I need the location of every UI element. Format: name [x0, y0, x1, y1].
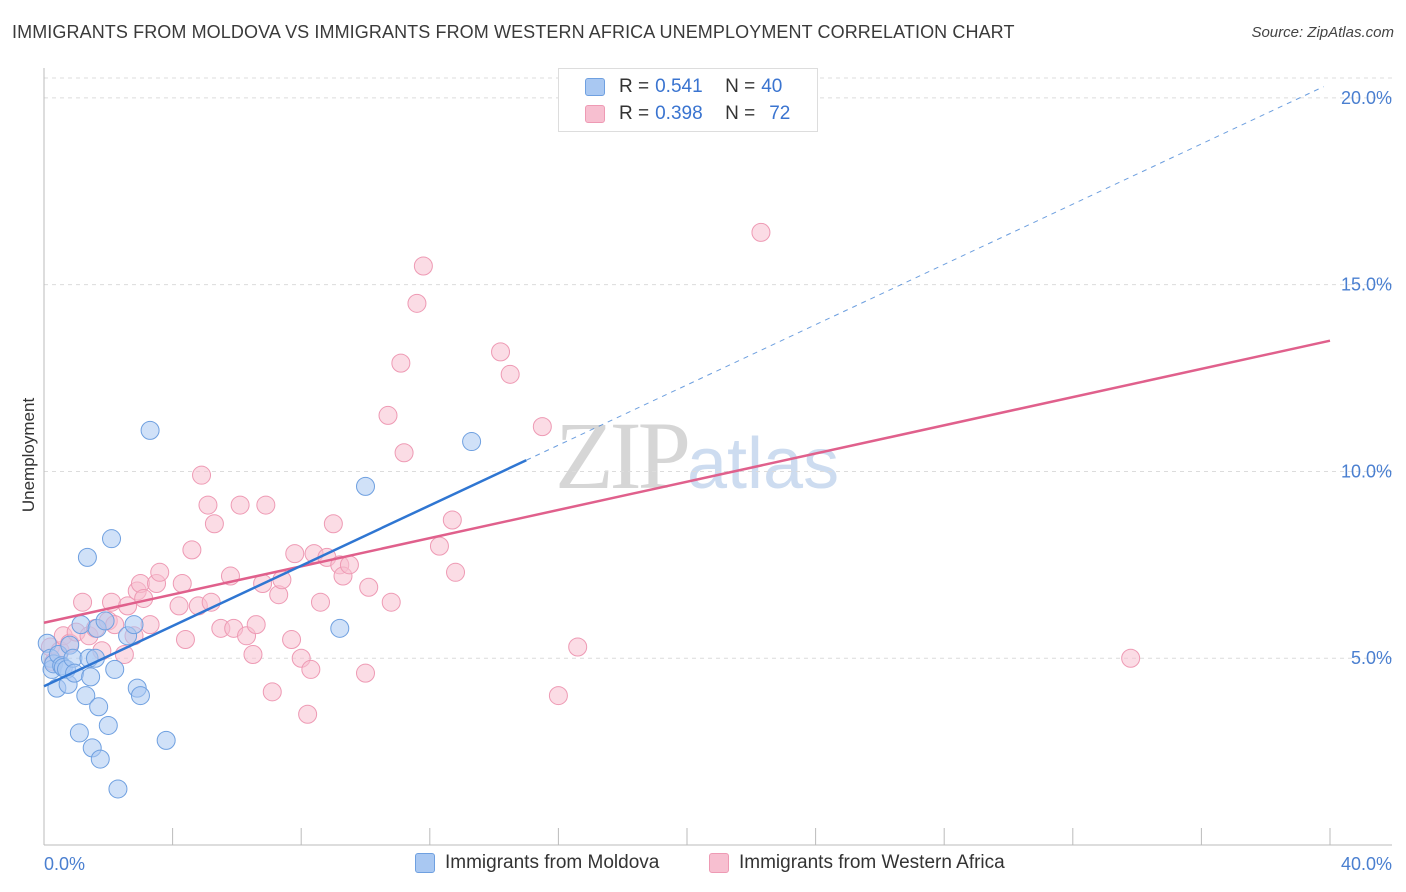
data-point-western-africa: [446, 562, 466, 582]
x-tick-marks: [172, 828, 1331, 845]
legend-n-value: 72: [769, 103, 791, 124]
data-point-moldova: [95, 611, 115, 631]
y-tick-label: 15.0%: [1341, 275, 1392, 295]
data-point-western-africa: [73, 592, 93, 612]
data-point-western-africa: [491, 342, 511, 362]
data-point-western-africa: [175, 630, 195, 650]
data-point-western-africa: [500, 364, 520, 384]
data-point-western-africa: [243, 644, 263, 664]
data-point-western-africa: [256, 495, 276, 515]
data-point-moldova: [102, 529, 122, 549]
y-tick-labels: 5.0% 10.0% 15.0% 20.0%: [1341, 88, 1392, 668]
data-point-western-africa: [192, 465, 212, 485]
data-point-moldova: [330, 618, 350, 638]
bottom-legend-label-moldova: Immigrants from Moldova: [445, 852, 660, 873]
legend-r-value: 0.541: [655, 76, 703, 97]
data-point-western-africa: [204, 514, 224, 534]
bottom-legend-swatch-moldova: [415, 853, 435, 873]
source-label: Source: ZipAtlas.com: [1251, 24, 1394, 41]
watermark: ZIPatlas: [555, 400, 839, 511]
bottom-legend-label-western-africa: Immigrants from Western Africa: [739, 852, 1005, 873]
data-point-western-africa: [262, 682, 282, 702]
data-point-western-africa: [442, 510, 462, 530]
data-point-western-africa: [339, 555, 359, 575]
y-tick-label: 5.0%: [1351, 648, 1392, 668]
data-point-western-africa: [378, 405, 398, 425]
data-point-western-africa: [407, 293, 427, 313]
data-point-western-africa: [140, 615, 160, 635]
legend-r-label: R =: [619, 76, 650, 97]
trend-line-moldova: [43, 459, 527, 688]
data-point-western-africa: [301, 659, 321, 679]
legend-n-value: 40: [761, 76, 783, 97]
data-point-western-africa: [182, 540, 202, 560]
data-point-moldova: [356, 476, 375, 496]
western-africa-points: [40, 222, 1141, 724]
watermark-zip: ZIP: [555, 402, 691, 509]
data-point-moldova: [90, 749, 110, 769]
data-point-western-africa: [323, 514, 343, 534]
legend-row-western-africa: R = 0.398 N = 72: [585, 101, 790, 127]
y-axis-label: Unemployment: [19, 398, 38, 513]
data-point-western-africa: [751, 222, 771, 242]
axes: [43, 68, 1392, 846]
data-point-western-africa: [391, 353, 411, 373]
data-point-moldova: [89, 697, 109, 717]
bottom-legend-swatch-western-africa: [709, 853, 729, 873]
data-point-moldova: [130, 686, 150, 706]
data-point-western-africa: [285, 544, 305, 564]
legend-r-value: 0.398: [655, 103, 703, 124]
chart-title: IMMIGRANTS FROM MOLDOVA VS IMMIGRANTS FR…: [12, 22, 1015, 42]
data-point-western-africa: [429, 536, 449, 556]
data-point-moldova: [124, 615, 144, 635]
bottom-legend-moldova: Immigrants from Moldova: [415, 852, 659, 874]
data-point-moldova: [156, 730, 176, 750]
legend-n-label: N =: [725, 103, 756, 124]
data-point-western-africa: [359, 577, 379, 597]
data-point-moldova: [140, 420, 160, 440]
grid-lines: [44, 77, 1392, 659]
data-point-moldova: [108, 779, 128, 799]
data-point-western-africa: [381, 592, 401, 612]
bottom-legend-western-africa: Immigrants from Western Africa: [709, 852, 1005, 874]
data-point-moldova: [69, 723, 89, 743]
x-tick-label-max: 40.0%: [1341, 854, 1392, 874]
data-point-western-africa: [198, 495, 218, 515]
data-point-western-africa: [568, 637, 588, 657]
data-point-western-africa: [298, 704, 318, 724]
data-point-western-africa: [356, 663, 375, 683]
y-tick-label: 20.0%: [1341, 88, 1392, 108]
data-point-western-africa: [548, 686, 568, 706]
x-tick-label-min: 0.0%: [44, 854, 85, 874]
data-point-western-africa: [1121, 648, 1141, 668]
trend-line-western-africa: [43, 339, 1331, 624]
data-point-western-africa: [230, 495, 250, 515]
data-point-western-africa: [150, 562, 170, 582]
data-point-moldova: [105, 659, 125, 679]
trend-lines: [43, 86, 1331, 688]
legend-swatch-western-africa: [585, 105, 605, 123]
data-point-moldova: [462, 432, 482, 452]
data-point-moldova: [98, 715, 118, 735]
legend-swatch-moldova: [585, 78, 605, 96]
data-point-moldova: [76, 686, 96, 706]
data-point-western-africa: [394, 443, 414, 463]
legend-row-moldova: R = 0.541 N = 40: [585, 74, 782, 100]
trend-line-moldova-extension: [526, 86, 1324, 461]
data-point-western-africa: [282, 630, 302, 650]
legend-n-label: N =: [725, 76, 756, 97]
data-point-western-africa: [413, 256, 433, 276]
y-tick-label: 10.0%: [1341, 461, 1392, 481]
data-point-moldova: [81, 667, 101, 687]
data-point-western-africa: [169, 596, 189, 616]
correlation-legend: R = 0.541 N = 40 R = 0.398 N = 72: [558, 68, 818, 132]
data-point-moldova: [77, 547, 97, 567]
data-point-western-africa: [246, 615, 266, 635]
data-point-western-africa: [532, 417, 552, 437]
data-point-moldova: [71, 615, 91, 635]
legend-r-label: R =: [619, 103, 650, 124]
data-point-western-africa: [310, 592, 330, 612]
